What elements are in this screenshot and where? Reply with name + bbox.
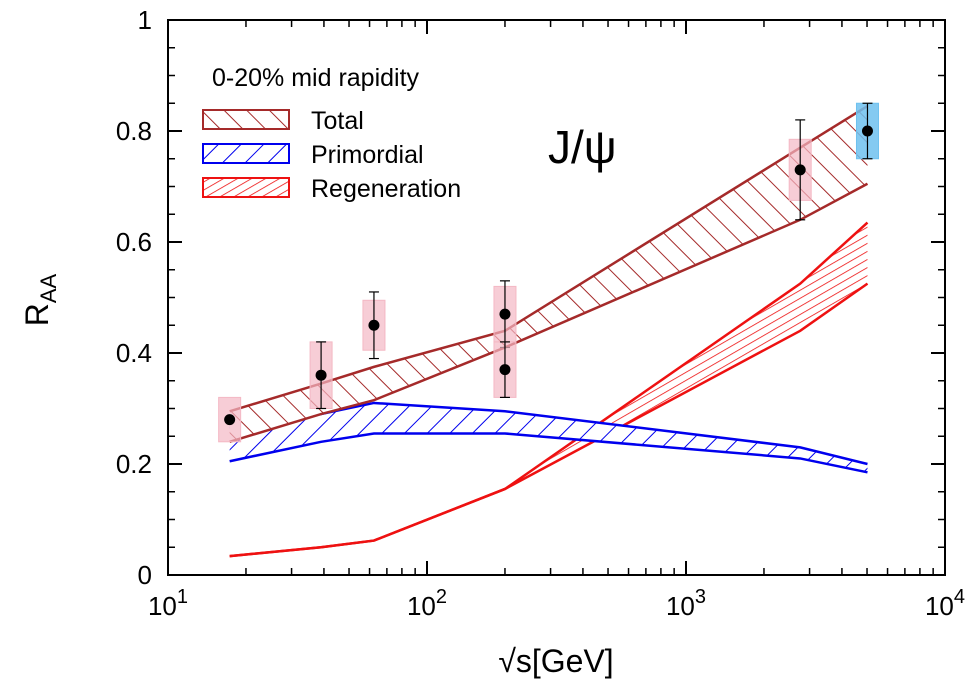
legend-label-total: Total bbox=[311, 107, 364, 135]
band-fill-total bbox=[229, 106, 868, 442]
y-tick-label: 0 bbox=[138, 560, 152, 590]
legend-swatch-regeneration bbox=[202, 177, 290, 198]
axis-ticks bbox=[167, 19, 946, 576]
y-axis-title-sub: AA bbox=[36, 273, 61, 303]
y-tick-label: 0.4 bbox=[116, 338, 152, 368]
y-tick-label: 0.8 bbox=[116, 116, 152, 146]
x-tick-label: 104 bbox=[925, 586, 965, 621]
band-fill-primordial bbox=[229, 402, 868, 473]
y-tick-label: 1 bbox=[138, 5, 152, 35]
data-point-marker bbox=[315, 369, 327, 381]
svg-text:RAA: RAA bbox=[19, 273, 61, 326]
band-lower-primordial bbox=[229, 432, 868, 474]
x-tick-label: 101 bbox=[148, 586, 188, 621]
legend-swatch-primordial bbox=[202, 143, 290, 164]
y-tick-label: 0.2 bbox=[116, 449, 152, 479]
legend-swatch-total bbox=[202, 109, 290, 130]
axis-tick-labels: 101 102 103 104 0 0.2 0.4 0.6 0.8 1 bbox=[116, 5, 965, 621]
data-point-marker bbox=[794, 164, 806, 176]
x-tick-label: 103 bbox=[666, 586, 706, 621]
x-axis-title: √s[GeV] bbox=[498, 643, 613, 679]
band-lower-total bbox=[229, 182, 869, 443]
data-points bbox=[218, 102, 879, 443]
legend-label-primordial: Primordial bbox=[311, 141, 424, 169]
data-point-marker bbox=[861, 125, 873, 137]
band-lower-regeneration bbox=[229, 282, 869, 558]
legend-title: 0-20% mid rapidity bbox=[212, 64, 420, 92]
particle-annotation: J/ψ bbox=[548, 121, 617, 173]
data-point-marker bbox=[224, 414, 236, 426]
legend: 0-20% mid rapidity Total Primordial Rege… bbox=[202, 64, 461, 203]
legend-label-regeneration: Regeneration bbox=[311, 175, 461, 203]
data-point-marker bbox=[499, 308, 511, 320]
data-point-marker bbox=[499, 364, 511, 376]
y-axis-title: RAA bbox=[19, 273, 61, 326]
y-axis-title-main: R bbox=[19, 303, 55, 326]
x-tick-label: 102 bbox=[407, 586, 447, 621]
data-point-marker bbox=[368, 319, 380, 331]
y-tick-label: 0.6 bbox=[116, 227, 152, 257]
model-bands bbox=[229, 104, 869, 558]
